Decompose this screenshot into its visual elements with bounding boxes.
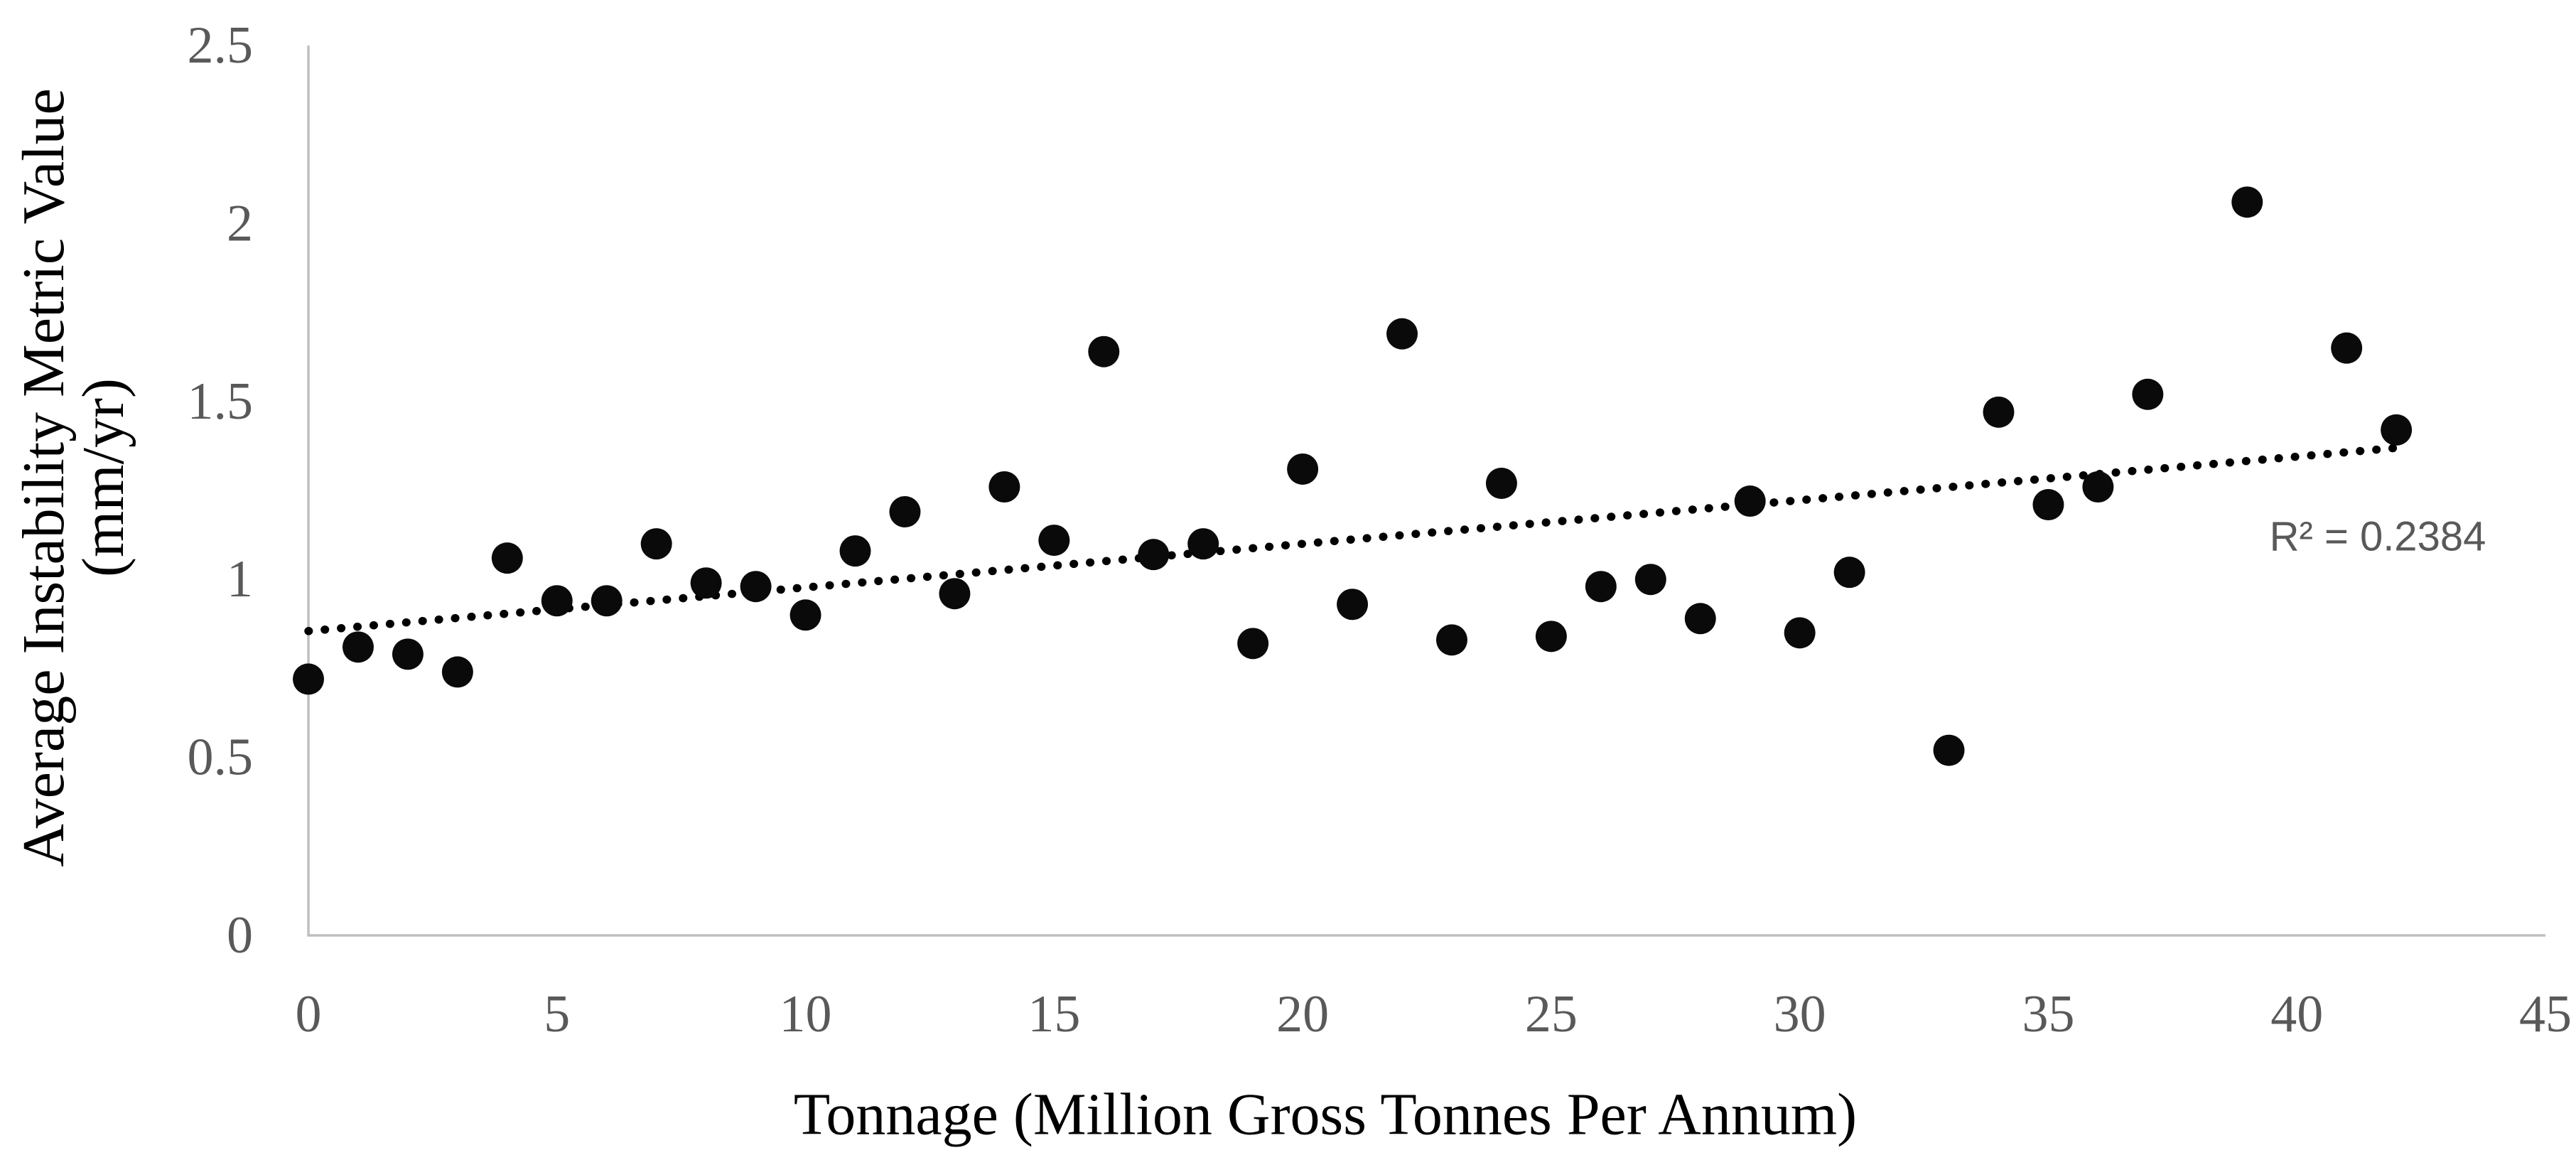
y-axis-tick-labels: 0 0.5 1 1.5 2 2.5 <box>188 16 254 965</box>
y-axis-title: Average Instability Metric Value (mm/yr) <box>11 88 136 867</box>
data-point <box>2082 471 2114 503</box>
data-point <box>1138 539 1170 571</box>
data-point <box>1784 617 1816 649</box>
axes <box>307 45 2545 937</box>
data-point <box>789 599 821 631</box>
data-point <box>939 578 971 610</box>
y-tick-label: 2.5 <box>188 16 254 75</box>
data-point <box>1337 589 1369 621</box>
x-tick-label: 35 <box>2022 985 2074 1043</box>
y-tick-label: 0.5 <box>188 729 254 787</box>
data-point <box>690 567 722 599</box>
data-point <box>2331 332 2363 364</box>
x-tick-label: 15 <box>1028 985 1080 1043</box>
x-tick-label: 20 <box>1276 985 1329 1043</box>
y-tick-label: 2 <box>227 194 253 252</box>
data-point <box>839 535 871 567</box>
data-point <box>1684 603 1716 635</box>
data-point <box>1833 557 1865 589</box>
x-tick-label: 45 <box>2519 985 2572 1043</box>
data-point <box>1237 628 1269 660</box>
x-tick-label: 0 <box>296 985 322 1043</box>
data-point <box>2032 489 2064 521</box>
data-point <box>2132 378 2164 410</box>
data-point <box>1038 525 1070 557</box>
data-point <box>491 542 523 574</box>
y-axis-title-line2: (mm/yr) <box>70 378 136 577</box>
data-point <box>441 656 473 688</box>
data-point <box>541 585 573 617</box>
y-tick-label: 1 <box>227 550 253 608</box>
data-point <box>293 663 324 695</box>
x-tick-label: 5 <box>544 985 570 1043</box>
data-point <box>1485 467 1517 499</box>
x-tick-label: 30 <box>1774 985 1826 1043</box>
x-tick-label: 40 <box>2270 985 2323 1043</box>
scatter-points <box>293 186 2413 766</box>
x-tick-label: 10 <box>780 985 832 1043</box>
data-point <box>2231 186 2263 218</box>
data-point <box>889 496 921 528</box>
data-point <box>1634 564 1666 596</box>
data-point <box>1734 485 1766 517</box>
data-point <box>342 631 374 663</box>
data-point <box>1585 571 1617 603</box>
y-tick-label: 0 <box>227 906 253 965</box>
data-point <box>1287 453 1319 485</box>
x-axis-tick-labels: 0 5 10 15 20 25 30 35 40 45 <box>296 985 2572 1043</box>
data-point <box>1187 528 1219 560</box>
y-tick-label: 1.5 <box>188 372 254 431</box>
x-tick-label: 25 <box>1525 985 1578 1043</box>
data-point <box>1435 624 1467 656</box>
data-point <box>1983 396 2015 428</box>
data-point <box>740 571 772 603</box>
r-squared-label: R² = 0.2384 <box>2270 514 2486 560</box>
data-point <box>1386 318 1418 350</box>
data-point <box>591 585 623 617</box>
data-point <box>392 638 424 670</box>
data-point <box>1933 734 1965 766</box>
data-point <box>988 471 1020 503</box>
data-point <box>1088 335 1120 367</box>
data-point <box>2381 414 2413 446</box>
x-axis-title: Tonnage (Million Gross Tonnes Per Annum) <box>793 1081 1858 1148</box>
data-point <box>1535 621 1567 652</box>
y-axis-title-line1: Average Instability Metric Value <box>11 88 77 867</box>
data-point <box>640 528 672 560</box>
